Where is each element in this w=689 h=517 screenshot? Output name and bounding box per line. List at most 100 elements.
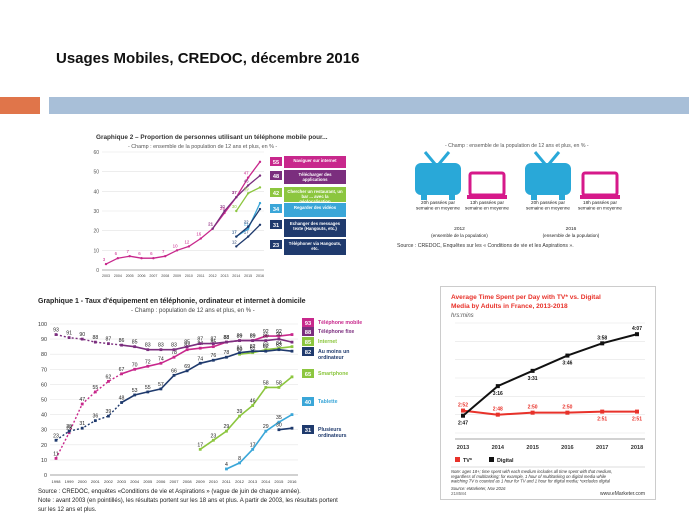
data-point [277,420,281,424]
data-point [635,409,639,414]
chart-title: Graphique 1 - Taux d'équipement en télép… [38,298,306,305]
data-point [600,409,605,414]
data-label: 22 [244,220,249,225]
tv-infographic: - Champ : ensemble de la population de 1… [397,143,622,249]
legend-box [284,156,346,168]
slide-title: Usages Mobiles, CREDOC, décembre 2016 [56,50,360,67]
chart-title-line-2: Media by Adults in France, 2013-2018 [451,303,568,310]
end-badge [270,188,282,197]
data-point [128,255,131,258]
data-point [107,342,110,346]
data-point [104,262,108,266]
data-label: 88 [92,335,98,341]
chart-subtitle: - Champ : population de 12 ans et plus, … [131,308,255,314]
y-tick-label: 50 [93,170,99,176]
end-badge-label: 31 [305,428,312,434]
x-tick-label: 2006 [156,479,166,484]
y-tick-label: 10 [41,458,47,464]
data-label: 87 [210,337,216,343]
data-point [164,255,167,258]
data-point [120,343,123,347]
data-label: 3:58 [597,335,607,341]
data-point [185,345,189,349]
series-line [121,333,293,375]
y-tick-label: 80 [41,352,47,358]
group-year: 2016 [566,226,577,232]
data-point [67,431,71,435]
infographic-source: Source : CREDOC, Enquêtes sur les « Cond… [397,243,574,249]
data-point [80,337,84,341]
data-label: 70 [132,362,138,368]
x-tick-label: 2014 [232,274,240,278]
x-tick-label: 2009 [173,274,181,278]
data-label: 30 [276,423,282,429]
data-point [225,429,228,433]
end-badge [302,397,314,406]
data-point [235,209,238,213]
data-label: 83 [145,343,151,349]
data-point [185,348,189,352]
data-point [277,337,281,341]
end-badge-label: 93 [305,321,312,327]
data-point [277,346,281,350]
source-line-3: sur les 12 ans et plus. [38,507,97,513]
x-tick-label: 2016 [288,479,298,484]
legend-label: Télécharger des applications [299,172,333,182]
data-label: 62 [106,374,112,380]
data-point [225,467,228,471]
data-label: 6 [150,251,153,256]
x-tick-label: 2008 [183,479,193,484]
end-badge [302,337,314,346]
data-label: 17 [232,230,237,235]
data-point [152,257,155,260]
group-caption: (ensemble de la population) [543,233,600,238]
data-label: 30 [220,204,225,209]
x-tick-label: 2014 [261,479,271,484]
data-point [461,413,465,418]
data-point [246,227,250,230]
end-badge [302,327,314,336]
data-point [211,227,214,230]
graphique2-chart: Graphique 2 – Proportion de personnes ut… [93,134,346,278]
data-label: 78 [171,350,177,356]
data-point [54,438,58,442]
data-point [107,379,110,383]
data-label: 2:47 [458,421,468,427]
end-badge [270,220,282,229]
data-point [290,426,294,430]
chart-brand: www.eMarketer.com [600,491,645,497]
screen-base-icon [467,195,507,199]
x-tick-label: 2014 [492,445,505,451]
series-line [55,333,122,346]
mobile-time-label: 18h passées par semaine en moyenne [578,200,622,210]
legend-label: Téléphoner via Hangouts, etc. [289,241,342,251]
data-label: 47 [79,397,85,403]
data-point [264,386,268,389]
legend-label: Internet [318,339,337,345]
y-tick-label: 20 [41,443,47,449]
legend-label: TV* [463,458,473,464]
data-label: 87 [197,337,203,343]
screen-base-icon [580,195,620,199]
data-label: 58 [263,380,269,386]
data-point [93,340,97,344]
data-label: 39 [244,186,249,191]
x-tick-label: 2003 [117,479,127,484]
data-point [146,348,150,352]
data-label: 31 [79,421,85,427]
data-label: 89 [237,334,243,340]
data-label: 28 [66,426,72,432]
data-point [159,361,163,365]
end-badge [270,171,282,180]
x-tick-label: 2012 [209,274,217,278]
data-label: 17 [250,442,256,448]
data-label: 2:51 [632,417,642,423]
end-badge-label: 82 [305,350,311,356]
end-badge-label: 34 [273,207,280,213]
screen-icon [581,171,619,197]
x-tick-label: 2018 [631,445,643,451]
x-tick-label: 2015 [274,479,284,484]
data-label: 29 [263,424,269,430]
data-point [140,257,143,260]
data-label: 53 [132,388,138,394]
